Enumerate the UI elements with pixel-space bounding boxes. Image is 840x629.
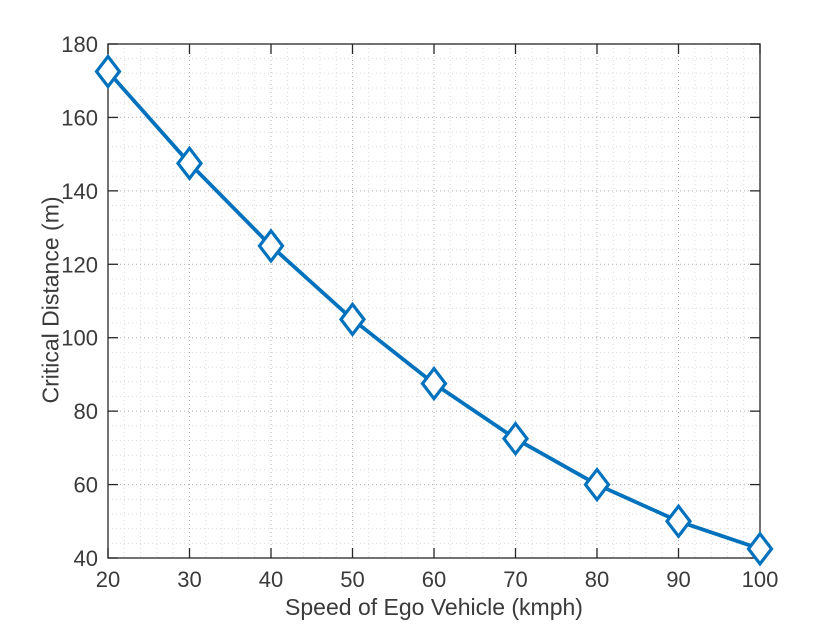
y-axis-label: Critical Distance (m) [37, 196, 64, 404]
x-tick-label: 50 [340, 567, 364, 592]
y-tick-label: 100 [61, 326, 98, 351]
y-tick-label: 180 [61, 32, 98, 57]
x-tick-label: 80 [585, 567, 609, 592]
data-point-marker [664, 503, 693, 539]
y-tick-label: 140 [61, 179, 98, 204]
data-point-marker [420, 365, 448, 402]
x-tick-label: 70 [503, 567, 527, 592]
x-tick-label: 60 [422, 567, 446, 592]
x-tick-label: 100 [742, 567, 779, 592]
data-point-marker [746, 531, 774, 567]
x-axis-label: Speed of Ego Vehicle (kmph) [285, 594, 583, 620]
data-point-marker [175, 145, 204, 181]
data-point-marker [257, 228, 285, 264]
y-tick-label: 120 [61, 252, 98, 277]
y-tick-label: 80 [74, 399, 98, 424]
data-line [106, 69, 762, 551]
x-tick-label: 90 [666, 567, 690, 592]
x-tick-label: 40 [259, 567, 283, 592]
y-tick-label: 60 [74, 473, 98, 498]
data-point-marker [501, 421, 530, 457]
data-point-marker [338, 301, 367, 337]
data-point-marker [583, 466, 611, 503]
y-tick-label: 160 [61, 105, 98, 130]
y-tick-label: 40 [74, 546, 98, 571]
data-point-marker [94, 53, 122, 90]
x-tick-label: 30 [177, 567, 201, 592]
x-tick-label: 20 [96, 567, 120, 592]
